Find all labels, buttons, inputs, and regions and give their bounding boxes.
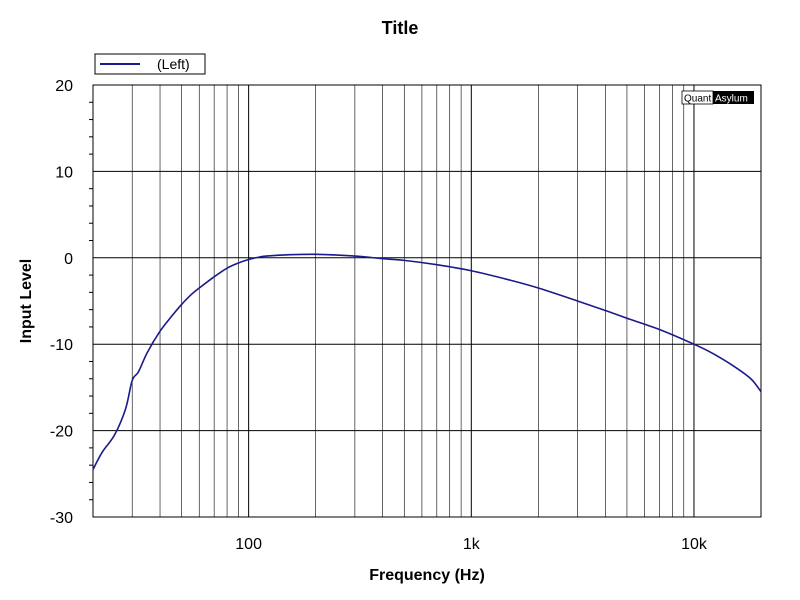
x-tick-label: 10k: [681, 536, 708, 553]
watermark-logo: Quant Asylum: [681, 90, 754, 105]
y-tick-label: -20: [50, 424, 73, 441]
x-axis-label: Frequency (Hz): [369, 567, 485, 584]
svg-text:Quant: Quant: [684, 94, 711, 105]
y-tick-label: 20: [55, 78, 73, 95]
plot-area-border: [92, 84, 762, 518]
legend-box: [94, 53, 206, 75]
y-tick-label: 10: [55, 164, 73, 181]
legend-label-left: (Left): [157, 56, 190, 72]
svg-text:Asylum: Asylum: [715, 94, 748, 105]
x-tick-labels: 100 1k 10k: [235, 536, 708, 553]
y-tick-label: -30: [50, 510, 73, 527]
y-tick-label: 0: [64, 251, 73, 268]
y-axis-label: Input Level: [18, 259, 35, 343]
legend[interactable]: (Left): [94, 53, 206, 75]
series-line-left: [92, 253, 762, 470]
grid: [89, 84, 762, 518]
chart-title: Title: [382, 18, 419, 38]
y-tick-label: -10: [50, 337, 73, 354]
x-tick-label: 100: [235, 536, 262, 553]
y-tick-labels: 20 10 0 -10 -20 -30: [50, 78, 73, 527]
x-tick-label: 1k: [463, 536, 481, 553]
